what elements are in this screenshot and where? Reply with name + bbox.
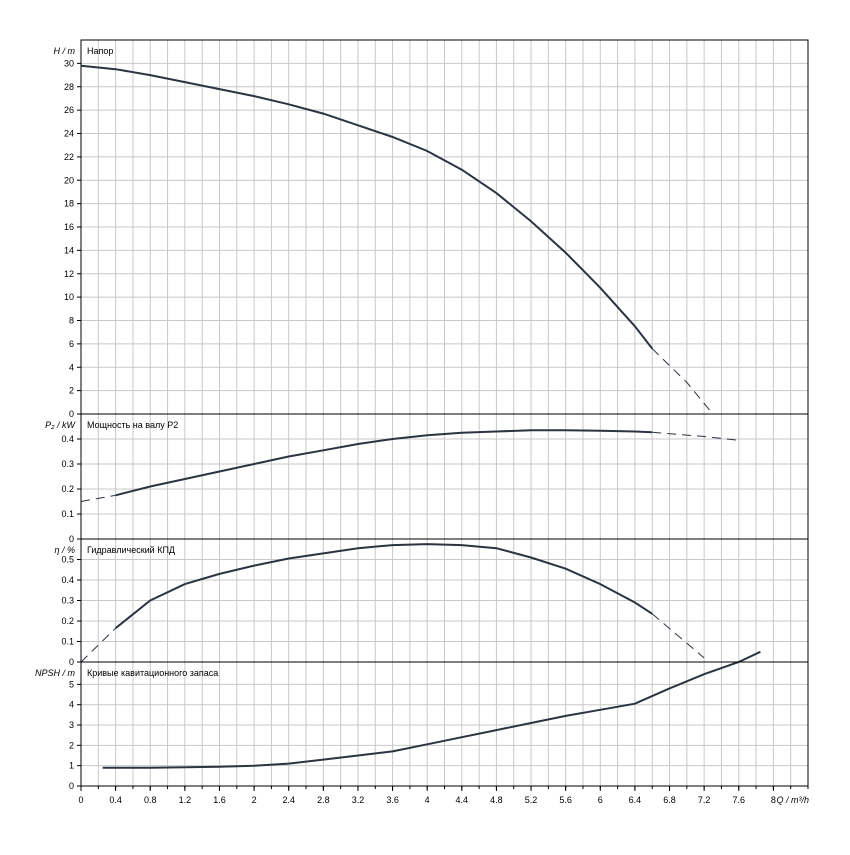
- y-tick-label: 5: [69, 679, 74, 689]
- y-tick-label: 3: [69, 720, 74, 730]
- y-tick-label: 0.1: [61, 637, 74, 647]
- x-tick-label: 1.6: [213, 795, 226, 805]
- y-tick-label: 0.2: [61, 616, 74, 626]
- y-axis-label: H / m: [54, 46, 76, 56]
- x-tick-label: 4: [425, 795, 430, 805]
- y-axis-label: P₂ / kW: [45, 420, 76, 430]
- x-tick-label: 0.8: [144, 795, 157, 805]
- x-tick-label: 1.2: [179, 795, 192, 805]
- x-tick-label: 3.6: [386, 795, 399, 805]
- curve-line: [114, 543, 653, 629]
- y-tick-label: 8: [69, 316, 74, 326]
- x-tick-label: 0: [78, 795, 83, 805]
- y-axis-label: η / %: [54, 545, 75, 555]
- y-tick-label: 10: [64, 292, 74, 302]
- panel-title: Мощность на валу P2: [87, 420, 178, 430]
- y-tick-label: 30: [64, 58, 74, 68]
- panel-title: Напор: [87, 46, 113, 56]
- y-tick-label: 2: [69, 386, 74, 396]
- y-tick-label: 12: [64, 269, 74, 279]
- y-tick-label: 4: [69, 362, 74, 372]
- y-tick-label: 2: [69, 740, 74, 750]
- y-tick-label: 18: [64, 199, 74, 209]
- x-tick-label: 8: [771, 795, 776, 805]
- y-tick-label: 0: [69, 409, 74, 419]
- panel-title: Гидравлический КПД: [87, 545, 175, 555]
- curves: [80, 64, 761, 769]
- y-tick-label: 0: [69, 781, 74, 791]
- y-tick-label: 24: [64, 129, 74, 139]
- y-tick-label: 0: [69, 657, 74, 667]
- curve-line: [80, 64, 653, 350]
- x-tick-label: 0.4: [109, 795, 122, 805]
- panel-title: Кривые кавитационного запаса: [87, 668, 218, 678]
- x-tick-label: 3.2: [352, 795, 365, 805]
- x-tick-label: 6.4: [629, 795, 642, 805]
- curve-extrapolated-line: [651, 613, 705, 659]
- y-tick-label: 16: [64, 222, 74, 232]
- y-tick-label: 28: [64, 82, 74, 92]
- y-tick-label: 0.4: [61, 575, 74, 585]
- y-tick-label: 20: [64, 175, 74, 185]
- y-tick-label: 14: [64, 245, 74, 255]
- curve-extrapolated-line: [80, 494, 116, 502]
- y-tick-label: 0.5: [61, 555, 74, 565]
- x-tick-label: 2.4: [282, 795, 295, 805]
- y-axis-label: NPSH / m: [35, 668, 76, 678]
- curve-extrapolated-line: [651, 348, 714, 415]
- curve-line: [102, 650, 761, 769]
- x-tick-label: 4.4: [456, 795, 469, 805]
- y-tick-label: 6: [69, 339, 74, 349]
- x-tick-label: 6: [598, 795, 603, 805]
- y-tick-label: 26: [64, 105, 74, 115]
- x-tick-label: 5.6: [559, 795, 572, 805]
- x-tick-label: 2.8: [317, 795, 330, 805]
- x-tick-label: 5.2: [525, 795, 538, 805]
- x-tick-label: 6.8: [663, 795, 676, 805]
- curve-line: [115, 429, 653, 497]
- y-tick-label: 0: [69, 534, 74, 544]
- x-axis-label: Q / m³/h: [776, 795, 809, 805]
- x-tick-label: 2: [252, 795, 257, 805]
- curve-extrapolated-line: [652, 431, 739, 441]
- x-tick-label: 7.2: [698, 795, 711, 805]
- y-tick-label: 0.4: [61, 434, 74, 444]
- y-tick-label: 0.1: [61, 509, 74, 519]
- y-tick-label: 1: [69, 761, 74, 771]
- y-tick-label: 0.2: [61, 484, 74, 494]
- y-tick-label: 22: [64, 152, 74, 162]
- curve-extrapolated-line: [80, 627, 116, 663]
- x-tick-label: 4.8: [490, 795, 503, 805]
- y-tick-label: 0.3: [61, 596, 74, 606]
- y-tick-label: 0.3: [61, 459, 74, 469]
- y-tick-label: 4: [69, 700, 74, 710]
- x-tick-label: 7.6: [733, 795, 746, 805]
